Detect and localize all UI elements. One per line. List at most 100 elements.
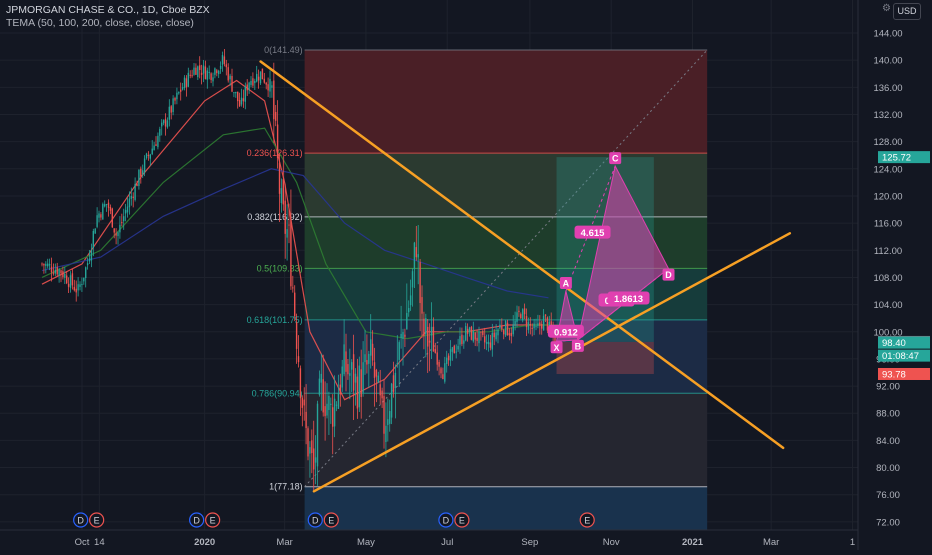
- price-label-text: 125.72: [882, 153, 911, 164]
- candle-body: [451, 347, 454, 352]
- y-tick-label: 104.00: [873, 300, 902, 311]
- candle-body: [242, 98, 245, 102]
- candle-body: [320, 373, 323, 383]
- candle-body: [92, 230, 95, 249]
- candle-body: [77, 284, 79, 291]
- candle-body: [119, 224, 121, 233]
- pattern-ratio-label: 0.912: [554, 327, 578, 338]
- candle-body: [162, 120, 165, 124]
- dividend-marker[interactable]: [438, 512, 454, 528]
- candle-body: [155, 144, 157, 146]
- candle-body: [71, 273, 74, 286]
- candle-body: [170, 106, 172, 113]
- candle-body: [216, 70, 218, 74]
- x-axis[interactable]: Oct 14 2020 Mar May Jul Sep Nov 2021 Mar 1: [75, 537, 856, 548]
- candle-body: [60, 270, 62, 274]
- y-tick-label: 92.00: [876, 382, 900, 393]
- candle-body: [54, 269, 57, 274]
- fib-level-label: 1(77.18): [269, 482, 303, 492]
- candle-body: [525, 316, 528, 328]
- candle-body: [176, 92, 178, 100]
- event-marker-label: D: [193, 516, 200, 526]
- pattern-point-x-badge: [550, 341, 563, 354]
- candle-body: [539, 322, 541, 326]
- candle-body: [402, 331, 404, 339]
- fib-level-label: 0.236(126.31): [247, 148, 303, 158]
- candle-body: [227, 67, 229, 81]
- earnings-marker[interactable]: [89, 512, 105, 528]
- trendline-1[interactable]: [259, 60, 785, 450]
- candle-body: [465, 326, 467, 341]
- candle-body: [43, 263, 45, 266]
- dividend-marker[interactable]: [189, 512, 205, 528]
- currency-button[interactable]: USD: [893, 3, 921, 20]
- candle-body: [463, 340, 465, 344]
- candle-body: [273, 80, 275, 120]
- candle-body: [297, 356, 300, 363]
- price-label-text: 93.78: [882, 369, 906, 380]
- x-tick-label: Oct: [75, 537, 90, 548]
- y-axis[interactable]: 144.00 140.00 136.00 132.00 128.00 124.00 120.…: [873, 29, 902, 529]
- y-tick-label: 72.00: [876, 517, 900, 528]
- candle-body: [305, 411, 307, 428]
- candle-body: [428, 340, 431, 343]
- candle-body: [421, 297, 423, 314]
- candle-body: [267, 84, 269, 91]
- candle-body: [533, 323, 535, 329]
- candle-body: [406, 312, 408, 330]
- candle-body: [81, 283, 83, 285]
- trendline-2[interactable]: [312, 232, 792, 493]
- candle-body: [113, 228, 115, 233]
- event-marker-label: D: [77, 516, 84, 526]
- earnings-marker[interactable]: [205, 512, 221, 528]
- candle-body: [244, 86, 247, 102]
- event-marker-label: E: [328, 516, 334, 526]
- earnings-marker[interactable]: [579, 512, 595, 528]
- candle-body: [231, 75, 233, 92]
- settings-gear-icon[interactable]: ⚙: [882, 3, 891, 14]
- candle-body: [430, 326, 433, 336]
- candle-body: [221, 55, 224, 65]
- earnings-marker[interactable]: [454, 512, 470, 528]
- candle-body: [149, 154, 152, 159]
- candle-body: [263, 78, 266, 83]
- price-label-text: 01:08:47: [882, 351, 919, 362]
- candle-body: [387, 419, 389, 425]
- candle-body: [366, 360, 368, 365]
- candle-body: [307, 428, 309, 457]
- price-label-badge: [878, 349, 930, 362]
- candle-body: [349, 373, 351, 376]
- candle-body: [178, 92, 180, 94]
- candle-body: [419, 262, 421, 304]
- candle-body: [484, 336, 486, 343]
- candle-body: [123, 216, 125, 222]
- candle-body: [56, 267, 58, 275]
- candle-body: [504, 320, 507, 336]
- candle-body: [436, 352, 438, 365]
- candle-body: [153, 145, 155, 151]
- dividend-marker[interactable]: [73, 512, 89, 528]
- y-tick-label: 140.00: [873, 56, 902, 67]
- candle-body: [172, 98, 174, 113]
- candle-body: [294, 292, 296, 316]
- candle-body: [358, 365, 361, 408]
- event-marker-label: E: [210, 516, 216, 526]
- candle-body: [223, 56, 226, 64]
- candle-body: [145, 153, 148, 159]
- dividend-marker[interactable]: [307, 512, 323, 528]
- candle-body: [423, 318, 425, 337]
- candle-body: [265, 82, 267, 85]
- candle-body: [381, 390, 383, 399]
- pattern-ratio-badge: [574, 225, 611, 239]
- candle-body: [261, 68, 264, 80]
- candle-body: [392, 375, 395, 393]
- earnings-marker[interactable]: [323, 512, 339, 528]
- candle-body: [457, 345, 459, 350]
- candle-body: [299, 368, 302, 398]
- candle-body: [75, 288, 77, 293]
- candle-body: [316, 403, 319, 467]
